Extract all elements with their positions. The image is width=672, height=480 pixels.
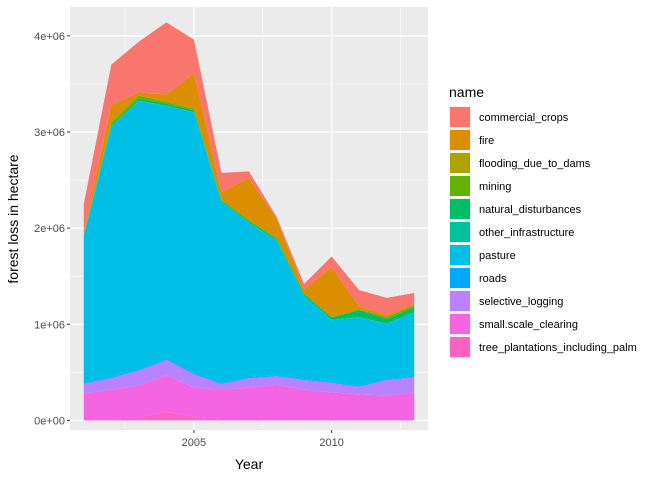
area-natural-disturbances [83, 98, 415, 324]
legend-swatch [450, 268, 470, 288]
x-tick-label: 2010 [319, 437, 343, 449]
legend-swatch [450, 337, 470, 357]
legend-label: other_infrastructure [479, 227, 574, 239]
legend-swatch [450, 291, 470, 311]
legend-swatch [450, 314, 470, 334]
y-tick-label: 2e+06 [34, 223, 65, 235]
legend-swatch [450, 199, 470, 219]
y-tick-label: 0e+00 [34, 415, 65, 427]
legend-label: tree_plantations_including_palm [479, 342, 637, 354]
legend-label: small.scale_clearing [479, 319, 578, 331]
legend-swatch [450, 107, 470, 127]
y-tick-label: 4e+06 [34, 31, 65, 43]
legend-swatch [450, 153, 470, 173]
legend-label: pasture [479, 250, 516, 262]
legend-swatch [450, 245, 470, 265]
legend-swatch [450, 222, 470, 242]
legend-label: flooding_due_to_dams [479, 158, 591, 170]
area-tree-plantations-including-palm [83, 411, 415, 421]
legend-label: mining [479, 181, 511, 193]
x-tick-label: 2005 [182, 437, 206, 449]
legend-label: roads [479, 273, 507, 285]
x-axis-title: Year [235, 456, 264, 472]
area-selective-logging [83, 359, 415, 396]
legend-label: natural_disturbances [479, 204, 582, 216]
legend-label: fire [479, 135, 494, 147]
legend-swatch [450, 176, 470, 196]
y-tick-label: 1e+06 [34, 319, 65, 331]
area-pasture [83, 101, 415, 386]
area-small-scale-clearing [83, 375, 415, 419]
area-fire [83, 73, 415, 318]
legend-title: name [449, 84, 484, 100]
y-axis: 0e+00 1e+06 2e+06 3e+06 4e+06 [34, 31, 70, 427]
legend-swatch [450, 130, 470, 150]
legend-label: commercial_crops [479, 112, 569, 124]
area-mining [83, 95, 415, 319]
area-layers [83, 22, 415, 421]
y-axis-title: forest loss in hectare [5, 154, 21, 283]
legend-label: selective_logging [479, 296, 563, 308]
x-axis: 2005 2010 [182, 430, 344, 449]
y-tick-label: 3e+06 [34, 127, 65, 139]
